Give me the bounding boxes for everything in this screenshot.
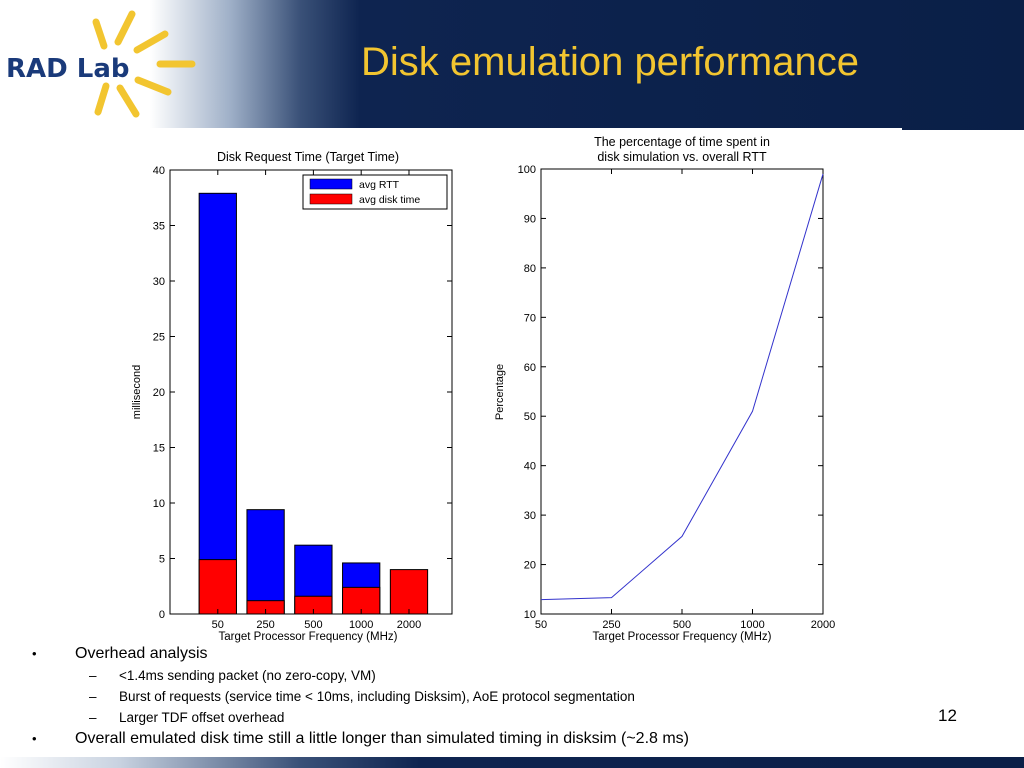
y-tick-label: 0 bbox=[159, 609, 165, 621]
bar-chart-legend: avg RTT avg disk time bbox=[302, 174, 448, 210]
footer-bar bbox=[0, 757, 1024, 768]
line-chart-title-line2: disk simulation vs. overall RTT bbox=[597, 150, 767, 164]
x-tick-label: 500 bbox=[673, 619, 691, 631]
x-tick-label: 50 bbox=[212, 619, 224, 631]
bar-chart-xlabel: Target Processor Frequency (MHz) bbox=[219, 631, 398, 643]
line-chart-xlabel: Target Processor Frequency (MHz) bbox=[593, 631, 772, 643]
bar-avg-rtt bbox=[246, 509, 285, 615]
y-tick-label: 5 bbox=[159, 554, 165, 566]
charts-area: Disk Request Time (Target Time) Target P… bbox=[131, 135, 835, 643]
line-chart-ylabel: Percentage bbox=[494, 364, 506, 420]
bar-chart-title: Disk Request Time (Target Time) bbox=[217, 150, 399, 164]
legend-swatch-avg-rtt bbox=[309, 178, 353, 190]
y-tick-label: 10 bbox=[153, 498, 165, 510]
y-tick-label: 25 bbox=[153, 332, 165, 344]
bullet-marker: – bbox=[89, 668, 97, 683]
y-tick-label: 70 bbox=[524, 312, 536, 324]
sub-bullet-item: – Larger TDF offset overhead bbox=[30, 707, 930, 728]
y-tick-label: 10 bbox=[524, 609, 536, 621]
rad-lab-logo: RAD Lab bbox=[6, 10, 196, 118]
y-tick-label: 40 bbox=[153, 165, 165, 177]
x-tick-label: 500 bbox=[304, 619, 322, 631]
legend-label-avg-disk-time: avg disk time bbox=[359, 194, 420, 206]
y-tick-label: 100 bbox=[518, 164, 536, 176]
x-tick-label: 1000 bbox=[349, 619, 373, 631]
y-tick-label: 50 bbox=[524, 411, 536, 423]
y-tick-label: 35 bbox=[153, 221, 165, 233]
y-tick-label: 20 bbox=[524, 560, 536, 572]
bar-avg-disk-time bbox=[198, 559, 237, 615]
y-tick-label: 15 bbox=[153, 443, 165, 455]
bullet-item: • Overhead analysis bbox=[30, 643, 930, 665]
header-divider bbox=[60, 128, 902, 130]
bullet-marker: • bbox=[32, 646, 37, 661]
legend-swatch-avg-disk-time bbox=[309, 193, 353, 205]
line-chart-frame bbox=[540, 168, 824, 615]
y-tick-label: 40 bbox=[524, 461, 536, 473]
logo-text: RAD Lab bbox=[6, 54, 130, 84]
y-tick-label: 60 bbox=[524, 362, 536, 374]
bullet-marker: – bbox=[89, 689, 97, 704]
bullet-text: Overall emulated disk time still a littl… bbox=[75, 730, 690, 747]
x-tick-label: 2000 bbox=[811, 619, 835, 631]
x-tick-label: 250 bbox=[256, 619, 274, 631]
x-tick-label: 250 bbox=[602, 619, 620, 631]
y-tick-label: 30 bbox=[524, 510, 536, 522]
bullet-marker: – bbox=[89, 710, 97, 725]
bullet-text: Overhead analysis bbox=[75, 645, 208, 662]
bullet-text: Burst of requests (service time < 10ms, … bbox=[119, 689, 635, 704]
bar-chart-ylabel: millisecond bbox=[131, 365, 143, 419]
x-tick-label: 1000 bbox=[740, 619, 764, 631]
legend-label-avg-rtt: avg RTT bbox=[359, 179, 400, 191]
series-line bbox=[540, 173, 824, 601]
y-tick-label: 20 bbox=[153, 387, 165, 399]
bullet-text: <1.4ms sending packet (no zero-copy, VM) bbox=[119, 668, 376, 683]
x-tick-label: 2000 bbox=[397, 619, 421, 631]
sub-bullet-item: – Burst of requests (service time < 10ms,… bbox=[30, 686, 930, 707]
y-tick-label: 90 bbox=[524, 213, 536, 225]
bar-avg-disk-time bbox=[389, 569, 429, 615]
y-tick-label: 30 bbox=[153, 276, 165, 288]
slide-title: Disk emulation performance bbox=[361, 40, 859, 84]
bullet-marker: • bbox=[32, 731, 37, 746]
sub-bullet-item: – <1.4ms sending packet (no zero-copy, VM… bbox=[30, 665, 930, 686]
x-tick-label: 50 bbox=[535, 619, 547, 631]
bar-avg-rtt bbox=[198, 192, 237, 615]
slide-header: RAD Lab Disk emulation performance bbox=[0, 0, 1024, 130]
bullet-list: • Overhead analysis – <1.4ms sending packet… bbox=[30, 643, 930, 750]
bullet-item: • Overall emulated disk time still a litt… bbox=[30, 728, 930, 750]
line-chart-title-line1: The percentage of time spent in bbox=[594, 135, 770, 149]
page-number: 12 bbox=[938, 706, 957, 725]
bullet-text: Larger TDF offset overhead bbox=[119, 710, 285, 725]
y-tick-label: 80 bbox=[524, 263, 536, 275]
